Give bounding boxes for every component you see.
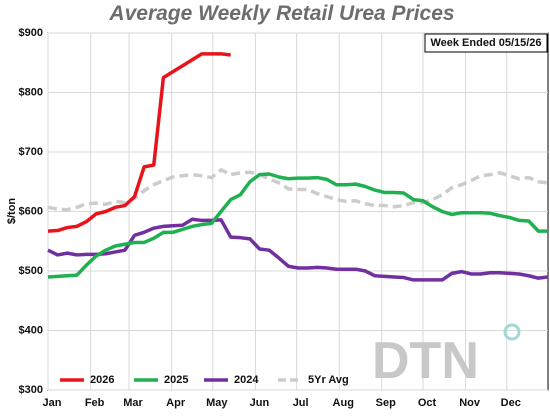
series-line — [47, 52, 231, 233]
legend-label: 2024 — [234, 374, 259, 386]
legend-label: 2026 — [90, 374, 114, 386]
y-tick-label: $300 — [19, 384, 43, 396]
y-axis-label: $/ton — [6, 198, 18, 225]
x-tick-label: Oct — [418, 397, 437, 409]
x-tick-label: Apr — [166, 397, 186, 409]
x-tick-label: Aug — [333, 397, 354, 409]
legend-label: 5Yr Avg — [308, 374, 349, 386]
annotation: Week Ended 05/15/26 — [430, 37, 541, 49]
x-tick-label: Jul — [293, 397, 309, 409]
x-tick-label: Sep — [376, 397, 396, 409]
y-tick-label: $900 — [19, 27, 43, 39]
x-tick-label: Jan — [43, 397, 62, 409]
x-tick-label: May — [206, 397, 228, 409]
y-tick-label: $800 — [19, 86, 43, 98]
x-tick-label: Dec — [501, 397, 521, 409]
annotation-box — [424, 33, 548, 53]
logo-dot — [503, 323, 521, 341]
legend-label: 2025 — [164, 374, 188, 386]
logo: DTN — [372, 332, 479, 390]
x-tick-label: Nov — [459, 397, 481, 409]
series-line — [47, 172, 548, 279]
x-tick-label: Jun — [250, 397, 270, 409]
y-tick-label: $400 — [19, 324, 43, 336]
series-line — [47, 217, 549, 282]
x-tick-label: Feb — [85, 397, 105, 409]
y-tick-label: $700 — [19, 146, 43, 158]
chart-title: Average Weekly Retail Urea Prices — [108, 2, 454, 25]
x-tick-label: Mar — [123, 397, 143, 409]
y-tick-label: $500 — [19, 265, 43, 277]
y-tick-label: $600 — [19, 205, 43, 217]
